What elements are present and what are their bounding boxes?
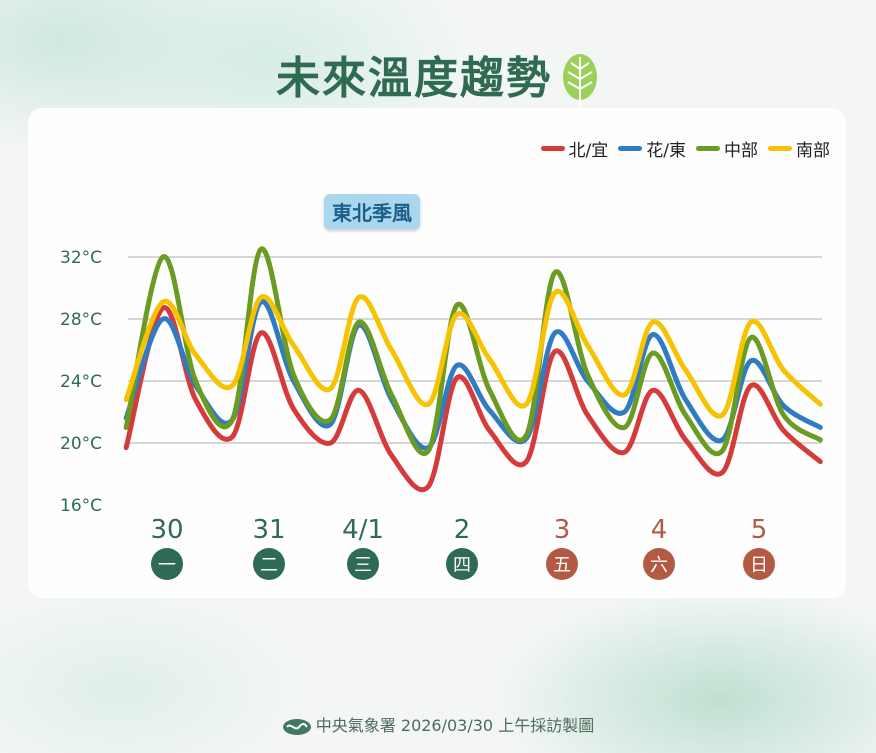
legend-swatch — [618, 146, 643, 151]
legend-item: 南部 — [768, 136, 830, 161]
leaf-icon — [563, 54, 597, 107]
footer: 中央氣象署 2026/03/30 上午採訪製圖 — [0, 712, 876, 736]
legend-swatch — [540, 146, 565, 151]
y-tick-label: 32°C — [60, 248, 102, 268]
title-text: 未來溫度趨勢 — [276, 53, 552, 104]
legend-label: 南部 — [796, 141, 830, 161]
x-weekday-label: 三 — [354, 555, 372, 576]
legend-label: 中部 — [724, 141, 758, 161]
y-tick-label: 24°C — [60, 372, 102, 392]
legend-label: 北/宜 — [568, 141, 609, 161]
x-date-label: 30 — [150, 515, 183, 545]
weekday-circle — [546, 548, 578, 580]
x-date-label: 4 — [651, 515, 668, 545]
x-weekday-label: 日 — [750, 555, 768, 576]
monsoon-badge: 東北季風 — [324, 194, 420, 229]
page-title: 未來溫度趨勢 — [0, 42, 876, 109]
chart-panel — [28, 108, 846, 598]
weekday-circle — [253, 548, 285, 580]
x-weekday-label: 五 — [553, 555, 571, 576]
legend-item: 中部 — [696, 136, 758, 161]
series-line-0 — [123, 305, 823, 493]
cwa-logo-icon — [282, 718, 311, 735]
x-date-label: 4/1 — [342, 515, 384, 545]
y-tick-label: 16°C — [60, 496, 102, 516]
series-line-2 — [123, 246, 823, 456]
y-tick-label: 28°C — [60, 310, 102, 330]
legend-swatch — [768, 146, 792, 151]
weekday-circle — [743, 548, 775, 580]
legend-item: 北/宜 — [540, 136, 609, 161]
weekday-circle — [446, 548, 478, 580]
x-weekday-label: 六 — [650, 555, 668, 576]
x-weekday-label: 二 — [260, 555, 278, 576]
legend-swatch — [696, 146, 720, 151]
footer-credit: 中央氣象署 2026/03/30 上午採訪製圖 — [315, 716, 595, 735]
series-line-3 — [123, 288, 823, 419]
weekday-circle — [151, 548, 183, 580]
y-tick-label: 20°C — [60, 434, 102, 454]
x-date-label: 2 — [454, 515, 471, 545]
legend-item: 花/東 — [618, 136, 686, 161]
x-date-label: 3 — [554, 515, 571, 545]
x-date-label: 31 — [252, 515, 285, 545]
temperature-chart: 32°C 28°C 24°C 20°C 16°C 30 一 31 二 4/1 三 2 四 3 五 4 六 5 日 — [60, 246, 823, 580]
x-date-label: 5 — [751, 515, 768, 545]
weekday-circle — [643, 548, 675, 580]
legend: 北/宜 花/東 中部 南部 — [540, 136, 830, 161]
legend-label: 花/東 — [646, 141, 686, 161]
x-weekday-label: 四 — [453, 555, 471, 576]
weekday-circle — [347, 548, 379, 580]
x-weekday-label: 一 — [158, 555, 176, 576]
